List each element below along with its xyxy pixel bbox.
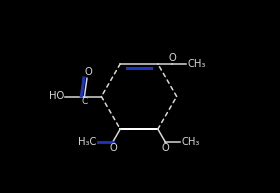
Text: H₃C: H₃C <box>78 137 97 147</box>
Text: HO: HO <box>49 91 64 101</box>
Text: CH₃: CH₃ <box>187 59 206 69</box>
Text: O: O <box>168 53 176 63</box>
Text: C: C <box>81 97 88 106</box>
Text: O: O <box>162 143 170 153</box>
Text: O: O <box>84 67 92 77</box>
Text: O: O <box>109 143 117 153</box>
Text: CH₃: CH₃ <box>181 137 200 147</box>
